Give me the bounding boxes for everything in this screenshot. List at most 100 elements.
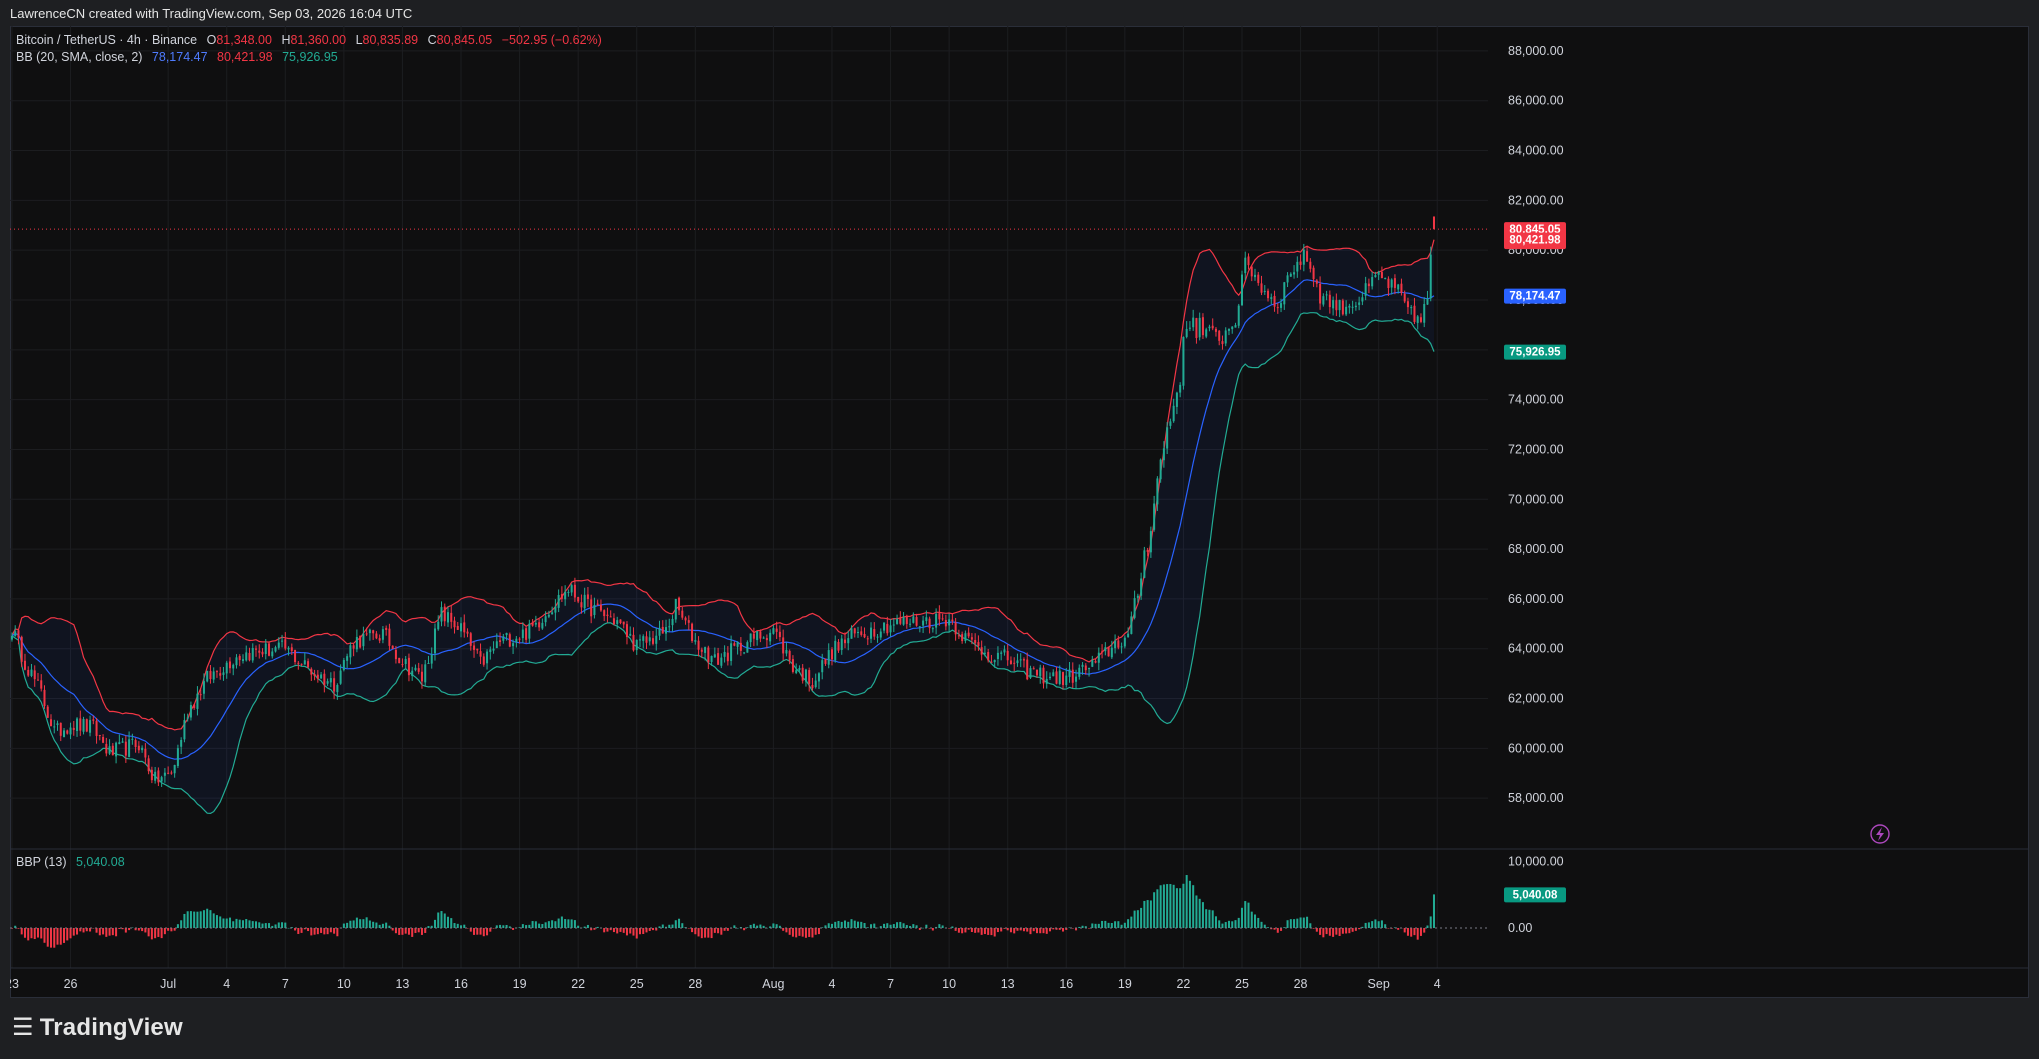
candle-body <box>365 633 368 635</box>
candle-body <box>1348 305 1351 308</box>
candle-body <box>118 742 121 745</box>
bbp-bar <box>1227 920 1230 928</box>
bbp-bar <box>196 911 199 928</box>
time-tick-label: 4 <box>829 977 836 991</box>
candle-body <box>160 777 163 782</box>
bbp-bar <box>1162 884 1165 928</box>
candle-body <box>1283 282 1286 305</box>
bbp-bar <box>176 924 179 928</box>
bbp-bar <box>49 928 53 948</box>
candle <box>814 673 817 689</box>
candle-body <box>144 748 147 758</box>
candle-body <box>525 628 528 640</box>
candle <box>1244 251 1247 281</box>
bbp-label[interactable]: BBP (13) <box>16 855 67 869</box>
candle-body <box>1413 305 1416 322</box>
chart-svg[interactable]: 58,000.00 60,000.00 62,000.00 64,000.00 66,0… <box>10 26 2029 998</box>
price-tick-label: 82,000.00 <box>1508 193 1564 207</box>
bb-label[interactable]: BB (20, SMA, close, 2) <box>16 50 143 64</box>
candle <box>495 633 498 649</box>
candle-body <box>499 640 502 643</box>
time-tick-label: 26 <box>64 977 78 991</box>
bbp-bar <box>407 928 410 935</box>
bbp-bar <box>1208 909 1211 928</box>
bbp-bar <box>957 928 960 933</box>
bbp-bar <box>1296 918 1299 928</box>
candle-body <box>795 670 798 674</box>
candle <box>1075 669 1078 690</box>
bbp-bar <box>183 913 186 928</box>
price-tick-label: 88,000.00 <box>1508 44 1564 58</box>
candle-body <box>297 662 300 664</box>
candle <box>596 599 599 606</box>
candle-body <box>918 626 921 628</box>
candle <box>1146 547 1149 557</box>
candle-body <box>1374 275 1377 278</box>
bb-lower-tag-bg <box>1504 344 1566 360</box>
candle-body <box>1319 283 1322 304</box>
candle-body <box>232 664 235 669</box>
bbp-bar <box>554 921 557 928</box>
bbp-bar <box>1380 920 1383 928</box>
candle-body <box>762 637 765 639</box>
bbp-bar <box>1192 885 1195 928</box>
candle-body <box>463 622 466 633</box>
candle <box>665 619 668 641</box>
candle-body <box>186 717 189 719</box>
bbp-bar <box>557 918 560 928</box>
bbp-bar <box>141 928 144 932</box>
candle-body <box>531 622 534 626</box>
bbp-bar <box>254 921 258 928</box>
bbp-bar <box>1000 928 1003 932</box>
bbp-bar <box>691 928 694 933</box>
bbp-bar <box>857 921 860 928</box>
bbp-value-tag: 5,040.08 <box>1504 887 1566 903</box>
candle <box>860 626 863 637</box>
bbp-bar <box>1397 928 1400 930</box>
tradingview-logo[interactable]: ☰ TradingView <box>12 1014 183 1041</box>
candle-body <box>1084 665 1087 671</box>
candle <box>326 678 329 686</box>
candle-body <box>1429 254 1432 299</box>
symbol-label[interactable]: Bitcoin / TetherUS · 4h · Binance <box>16 33 198 47</box>
candle-body <box>870 627 873 639</box>
candle-body <box>154 771 157 781</box>
candle-body <box>993 660 996 663</box>
time-tick-label: 7 <box>282 977 289 991</box>
candle <box>557 589 560 613</box>
bbp-bar <box>222 918 225 928</box>
candle <box>1325 290 1328 301</box>
bbp-bar <box>1104 920 1107 928</box>
bbp-bar <box>1244 901 1247 928</box>
candle-body <box>586 594 589 599</box>
candle <box>254 645 258 657</box>
candle-body <box>398 657 401 664</box>
bbp-bar <box>476 928 479 935</box>
candle-body <box>570 585 573 593</box>
candle <box>508 632 511 648</box>
candle <box>235 654 238 669</box>
candle-body <box>1306 251 1309 262</box>
bbp-bar <box>974 928 977 933</box>
bbp-bar <box>990 928 993 936</box>
candle-body <box>163 772 166 776</box>
candle-body <box>957 635 960 637</box>
bbp-bar <box>980 928 983 935</box>
bbp-bar <box>1110 922 1113 928</box>
bbp-bar <box>525 925 528 928</box>
bbp-bar <box>668 924 671 928</box>
candle <box>1088 667 1091 677</box>
time-tick-label: 10 <box>942 977 956 991</box>
candle <box>886 616 889 636</box>
candle <box>651 630 655 646</box>
candle <box>1143 546 1146 579</box>
candle <box>1052 669 1055 677</box>
bbp-bar <box>860 921 863 928</box>
candle <box>1104 642 1107 656</box>
bbp-bar <box>1315 928 1318 932</box>
bbp-bar <box>1286 920 1289 928</box>
candle <box>43 685 46 709</box>
candle-body <box>612 618 615 625</box>
bbp-bar <box>1130 916 1133 928</box>
bb-legend: BB (20, SMA, close, 2) 78,174.47 80,421.… <box>16 50 344 64</box>
